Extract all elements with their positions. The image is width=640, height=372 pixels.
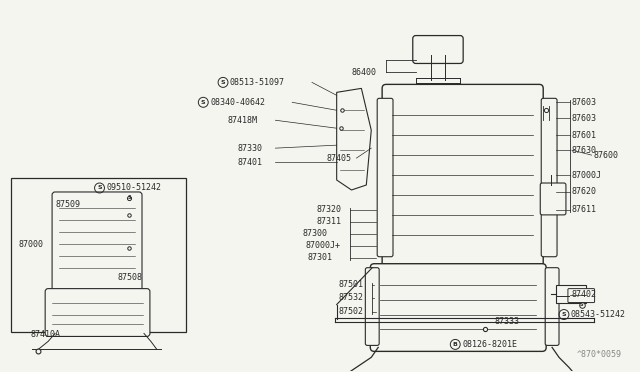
Text: 86400: 86400	[351, 68, 376, 77]
Text: 87532: 87532	[339, 293, 364, 302]
Text: B: B	[453, 342, 458, 347]
Text: S: S	[562, 312, 566, 317]
Bar	[11, 178, 186, 333]
Text: 87508: 87508	[117, 273, 142, 282]
Text: 08126-8201E: 08126-8201E	[462, 340, 517, 349]
Text: S: S	[97, 186, 102, 190]
Text: 87611: 87611	[572, 205, 597, 214]
FancyBboxPatch shape	[540, 183, 566, 215]
Text: S: S	[221, 80, 225, 85]
Polygon shape	[337, 89, 371, 190]
Text: S: S	[127, 195, 131, 201]
Text: 87311: 87311	[317, 217, 342, 227]
Text: 08340-40642: 08340-40642	[210, 98, 265, 107]
Text: 87509: 87509	[55, 201, 80, 209]
Text: 08513-51097: 08513-51097	[230, 78, 285, 87]
Text: 87620: 87620	[572, 187, 597, 196]
Text: 87330: 87330	[238, 144, 263, 153]
Text: 87502: 87502	[339, 307, 364, 316]
Text: 87301: 87301	[307, 253, 332, 262]
Text: 87300: 87300	[302, 229, 327, 238]
Text: 87603: 87603	[572, 114, 597, 123]
FancyBboxPatch shape	[365, 268, 379, 346]
Text: 87405: 87405	[327, 154, 352, 163]
FancyBboxPatch shape	[568, 289, 595, 302]
Text: S: S	[580, 302, 584, 307]
Text: 87401: 87401	[238, 158, 263, 167]
Text: 87603: 87603	[572, 98, 597, 107]
Text: 87333: 87333	[495, 317, 520, 326]
FancyBboxPatch shape	[556, 285, 586, 302]
Text: 87501: 87501	[339, 280, 364, 289]
Text: 87320: 87320	[317, 205, 342, 214]
Text: 87402: 87402	[572, 290, 597, 299]
Text: 87000J: 87000J	[572, 170, 602, 180]
Text: 87410A: 87410A	[30, 330, 60, 339]
FancyBboxPatch shape	[545, 268, 559, 346]
Text: ^870*0059: ^870*0059	[576, 350, 621, 359]
FancyBboxPatch shape	[541, 98, 557, 257]
Text: 87000: 87000	[19, 240, 44, 249]
FancyBboxPatch shape	[52, 192, 142, 293]
Text: 87630: 87630	[572, 145, 597, 155]
Text: 87601: 87601	[572, 131, 597, 140]
FancyBboxPatch shape	[371, 264, 546, 352]
Text: S: S	[201, 100, 205, 105]
Text: 87418M: 87418M	[228, 116, 258, 125]
Text: 87600: 87600	[594, 151, 619, 160]
Text: 09510-51242: 09510-51242	[106, 183, 161, 192]
FancyBboxPatch shape	[45, 289, 150, 336]
Text: 08543-51242: 08543-51242	[571, 310, 626, 319]
FancyBboxPatch shape	[377, 98, 393, 257]
FancyBboxPatch shape	[382, 84, 543, 267]
FancyBboxPatch shape	[413, 36, 463, 64]
Text: 87000J+: 87000J+	[305, 241, 340, 250]
